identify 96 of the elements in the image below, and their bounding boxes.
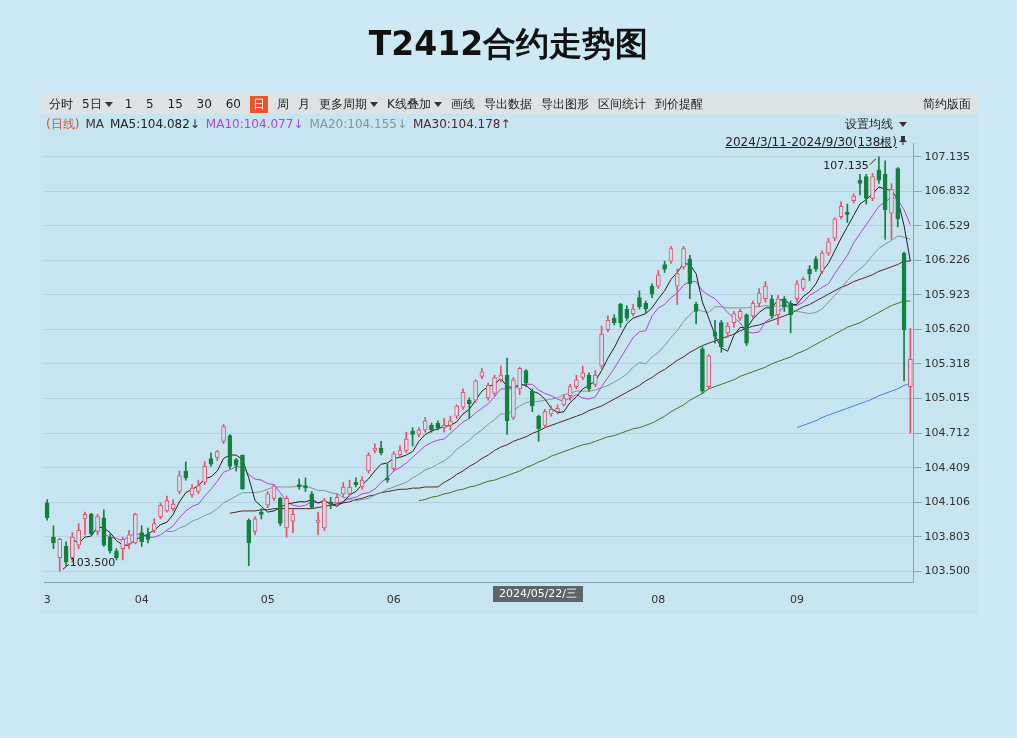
text: 2024/05/22/三	[493, 586, 583, 602]
text: 画线	[450, 95, 475, 113]
x-tick-label: 05	[260, 593, 275, 607]
text: 日	[249, 95, 268, 113]
text: 1 5 15 30 60	[124, 97, 241, 111]
candlestick	[158, 502, 163, 520]
candlestick	[763, 281, 768, 303]
candlestick	[473, 379, 478, 403]
candlestick	[448, 415, 453, 431]
candlestick	[725, 322, 730, 338]
annotation: 107.135	[823, 158, 869, 172]
candlestick	[845, 203, 850, 223]
candlestick	[221, 423, 226, 444]
y-tick-label: 103.500	[924, 564, 971, 578]
candlestick	[599, 325, 604, 369]
candlestick	[366, 452, 371, 474]
text: MA5:104.082↓	[109, 117, 200, 131]
candlestick	[133, 512, 138, 545]
candlestick	[51, 525, 56, 549]
candlestick	[284, 495, 289, 538]
text: MA30:104.178↑	[412, 117, 511, 131]
text: 导出图形	[540, 95, 589, 113]
y-tick-label: 105.015	[924, 391, 971, 405]
chart-title: T2412合约走势图	[367, 23, 650, 65]
y-tick-label: 106.832	[924, 184, 971, 198]
candlestick	[259, 508, 264, 520]
candlestick	[410, 427, 415, 447]
candlestick	[202, 461, 207, 486]
text: 更多周期	[318, 95, 367, 113]
candlestick	[637, 290, 642, 310]
candlestick	[908, 328, 913, 434]
candlestick	[782, 296, 787, 312]
text: 5日	[82, 95, 102, 113]
x-tick-label: 06	[386, 593, 401, 607]
text: MA10:104.077↓	[205, 117, 304, 131]
y-tick-label: 105.620	[924, 322, 971, 336]
y-tick-label: 107.135	[924, 149, 971, 163]
text: (日线)	[46, 117, 80, 131]
y-tick-label: 104.106	[924, 495, 971, 509]
candlestick	[574, 374, 579, 390]
candlestick	[870, 172, 875, 201]
candlestick	[851, 193, 856, 204]
candlestick	[177, 470, 182, 495]
candlestick	[744, 313, 749, 346]
candlestick	[681, 245, 686, 270]
text: 月	[297, 95, 310, 113]
x-tick-label: 3	[43, 593, 51, 607]
candlestick	[76, 523, 81, 549]
candlestick	[511, 377, 516, 420]
candlestick	[618, 302, 623, 328]
text: MA20:104.155↓	[309, 117, 407, 131]
candlestick	[719, 320, 724, 353]
candlestick	[429, 422, 434, 433]
text: 简约版面	[923, 95, 971, 113]
y-tick-label: 103.803	[924, 529, 971, 543]
annotation: 103.500	[69, 556, 116, 570]
candlestick	[662, 260, 667, 273]
text: 分时	[49, 95, 73, 113]
candlestick	[240, 454, 245, 490]
candlestick	[807, 265, 812, 281]
candlestick	[139, 525, 144, 547]
y-tick-label: 106.529	[924, 218, 971, 232]
y-tick-label: 106.226	[924, 253, 971, 267]
candlestick	[592, 370, 598, 387]
text: K线叠加	[386, 95, 431, 113]
candlestick	[656, 269, 661, 289]
text: MA	[85, 117, 104, 131]
x-tick-label: 04	[134, 593, 149, 607]
candlestick	[492, 374, 497, 397]
candlestick	[466, 397, 472, 419]
candlestick	[529, 388, 535, 413]
candlestick	[889, 183, 894, 240]
text: 周	[276, 95, 289, 113]
candlestick	[536, 414, 541, 442]
x-tick-label: 09	[789, 593, 804, 607]
candlestick	[322, 498, 327, 531]
candlestick	[95, 514, 100, 536]
y-tick-label: 105.923	[924, 287, 971, 301]
candlestick	[826, 237, 831, 256]
y-tick-label: 105.318	[924, 356, 971, 370]
text: 导出数据	[483, 95, 532, 113]
x-tick-label: 08	[651, 593, 666, 607]
candlestick	[328, 496, 334, 509]
annotation: 2024/3/11-2024/9/30(138根)	[725, 134, 897, 151]
candlestick	[555, 404, 560, 415]
y-tick-label: 104.712	[924, 425, 971, 439]
text: 到价提醒	[654, 95, 703, 113]
candlestick	[700, 346, 705, 394]
candlestick	[114, 548, 119, 561]
candlestick	[265, 491, 271, 508]
text: 设置均线	[845, 116, 894, 133]
candlestick	[788, 300, 793, 334]
candlestick	[196, 479, 201, 495]
y-tick-label: 104.409	[924, 460, 971, 474]
text: 区间统计	[597, 95, 646, 113]
candlestick	[347, 479, 352, 497]
